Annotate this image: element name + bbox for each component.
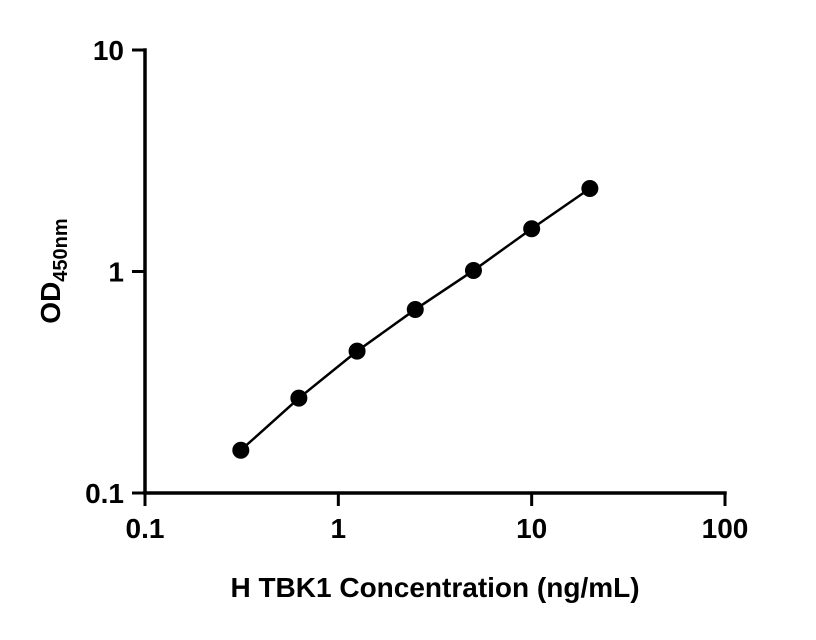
y-tick-label: 0.1 [85, 478, 124, 509]
data-point [581, 179, 599, 197]
y-tick-label: 1 [108, 257, 124, 288]
data-point [348, 342, 366, 360]
data-point [523, 220, 541, 238]
data-point [464, 262, 482, 280]
data-point [290, 389, 308, 407]
x-tick-label: 1 [331, 513, 347, 544]
x-tick-label: 10 [516, 513, 547, 544]
y-tick-label: 10 [93, 35, 124, 66]
data-point [406, 300, 424, 318]
data-point [232, 441, 250, 459]
x-tick-label: 0.1 [126, 513, 165, 544]
x-tick-label: 100 [702, 513, 749, 544]
plot-area: 0.1 1 10 100 0.1 1 10 [85, 35, 748, 544]
y-axis-title-subscript: 450nm [50, 218, 72, 281]
y-axis-title: OD450nm [35, 218, 72, 323]
y-axis-title-main: OD [35, 282, 66, 324]
x-axis-title: H TBK1 Concentration (ng/mL) [230, 572, 639, 603]
